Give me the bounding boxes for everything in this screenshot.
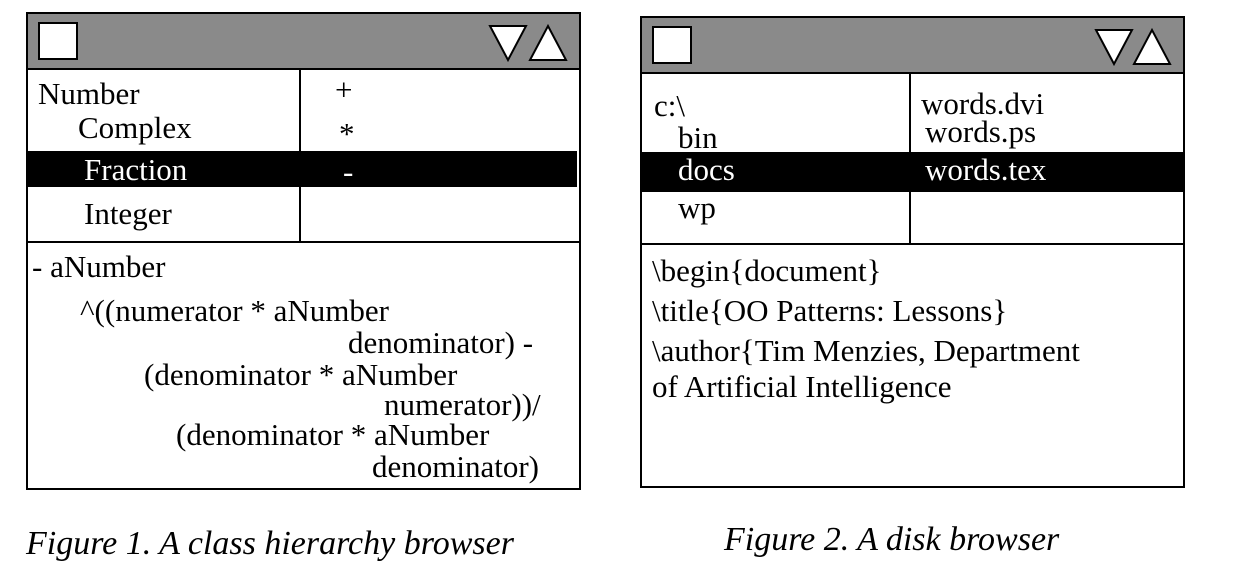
code-line-3: denominator) - (348, 325, 534, 360)
disk-browser-titlebar (642, 18, 1183, 74)
pane-separator (28, 241, 579, 243)
class-item-number[interactable]: Number (38, 76, 140, 111)
class-item-integer[interactable]: Integer (84, 196, 172, 231)
minimize-triangle-icon[interactable] (1094, 26, 1134, 66)
code-line-7: denominator) (372, 449, 540, 484)
method-item-minus[interactable]: - (343, 154, 354, 189)
pane-separator (642, 243, 1183, 245)
dir-item-wp[interactable]: wp (678, 190, 716, 225)
code-line-4: (denominator * aNumber (144, 357, 458, 392)
code-line-1: - aNumber (32, 249, 166, 284)
code-line-6: (denominator * aNumber (176, 417, 490, 452)
maximize-triangle-icon[interactable] (528, 22, 568, 62)
dir-item-bin[interactable]: bin (678, 120, 718, 155)
directory-list-pane: c:\ bin docs wp (642, 74, 909, 243)
file-item-tex[interactable]: words.tex (925, 152, 1047, 187)
file-list-pane: words.dvi words.ps words.tex (911, 74, 1183, 243)
class-list-pane: Number Complex Fraction Integer (28, 70, 299, 241)
text-line-3: \author{Tim Menzies, Department (652, 333, 1080, 368)
class-item-fraction[interactable]: Fraction (84, 152, 188, 187)
class-item-complex[interactable]: Complex (78, 110, 192, 145)
text-line-2: \title{OO Patterns: Lessons} (652, 293, 1008, 328)
figure-1-caption: Figure 1. A class hierarchy browser (26, 525, 514, 562)
dir-item-docs[interactable]: docs (678, 152, 735, 187)
selection-highlight (28, 151, 577, 187)
window-menu-box-icon[interactable] (652, 26, 692, 64)
file-content-pane[interactable]: \begin{document} \title{OO Patterns: Les… (642, 245, 1183, 484)
text-line-4: of Artificial Intelligence (652, 369, 952, 404)
file-item-ps[interactable]: words.ps (925, 114, 1037, 149)
method-list-pane: + * - (301, 70, 577, 241)
text-line-1: \begin{document} (652, 253, 882, 288)
minimize-triangle-icon[interactable] (488, 22, 528, 62)
method-item-plus[interactable]: + (335, 72, 353, 107)
figure-2-caption: Figure 2. A disk browser (724, 521, 1060, 558)
file-item-dvi[interactable]: words.dvi (921, 86, 1045, 121)
code-line-5: numerator))/ (384, 387, 541, 422)
code-pane[interactable]: - aNumber ^((numerator * aNumber denomin… (28, 243, 577, 486)
code-line-2: ^((numerator * aNumber (80, 293, 389, 328)
maximize-triangle-icon[interactable] (1132, 26, 1172, 66)
dir-item-root[interactable]: c:\ (654, 88, 685, 123)
disk-browser-window: c:\ bin docs wp words.dvi words.ps words… (640, 16, 1185, 488)
method-item-times[interactable]: * (339, 116, 355, 151)
class-browser-titlebar (28, 14, 579, 70)
class-browser-window: Number Complex Fraction Integer + * - - … (26, 12, 581, 490)
window-menu-box-icon[interactable] (38, 22, 78, 60)
selection-highlight (642, 152, 1183, 192)
